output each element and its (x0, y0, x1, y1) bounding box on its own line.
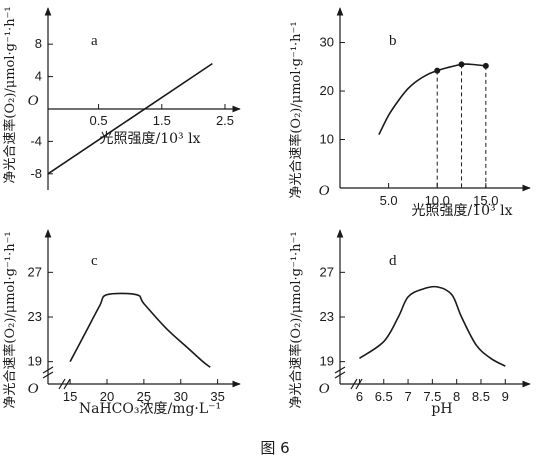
y-tick-label: 20 (320, 83, 334, 98)
x-axis-break-mark (350, 378, 358, 390)
x-axis-label: pH (431, 401, 452, 417)
x-tick-label: 25 (137, 389, 151, 404)
x-tick-label: 20 (100, 389, 114, 404)
x-tick-label: 8.5 (472, 389, 490, 404)
y-tick-label: 4 (35, 69, 42, 84)
y-tick-label: 30 (320, 35, 334, 50)
x-tick-label: 35 (210, 389, 224, 404)
x-axis-label: 光照强度/10³ lx (100, 131, 201, 147)
data-point-marker (458, 61, 465, 68)
series-line (358, 285, 506, 367)
x-axis-label: 光照强度/10³ lx (412, 203, 513, 219)
series-line (378, 63, 486, 136)
x-tick-label: 10.0 (425, 193, 450, 208)
y-axis-label: 净光合速率(O₂)/μmol·g⁻¹·h⁻¹ (2, 6, 18, 183)
origin-label: O (28, 93, 39, 109)
x-axis-label: NaHCO₃浓度/mg·L⁻¹ (79, 401, 221, 417)
x-tick-label: 15 (63, 389, 77, 404)
x-tick-label: 0.5 (90, 113, 108, 128)
x-tick-label: 30 (174, 389, 188, 404)
y-tick-label: 23 (28, 309, 42, 324)
panel-label: d (389, 253, 397, 269)
x-axis-break-mark (63, 378, 71, 390)
origin-label: O (319, 183, 330, 199)
origin-label: O (319, 381, 330, 397)
x-tick-label: 8 (453, 389, 460, 404)
y-tick-label: 27 (320, 264, 334, 279)
panel-label: c (91, 253, 98, 269)
series-line (69, 292, 211, 368)
y-axis-label: 净光合速率(O₂)/μmol·g⁻¹·h⁻¹ (288, 231, 304, 408)
data-point-marker (434, 67, 441, 74)
y-axis-label: 净光合速率(O₂)/μmol·g⁻¹·h⁻¹ (2, 231, 18, 408)
x-tick-label: 9 (502, 389, 509, 404)
y-axis-break-mark (42, 366, 54, 374)
figure-caption: 图 6 (260, 439, 289, 457)
y-tick-label: -4 (30, 133, 42, 148)
x-tick-label: 6.5 (375, 389, 393, 404)
y-axis-break-mark (42, 371, 54, 379)
y-tick-label: 8 (35, 36, 42, 51)
y-tick-label: -8 (30, 166, 42, 181)
x-tick-label: 15.0 (473, 193, 498, 208)
x-tick-label: 6 (356, 389, 363, 404)
y-tick-label: 19 (28, 354, 42, 369)
panel-d-chart: 27 23 19 6 6.5 7 7.5 8 8.5 9 Od pH 净光合速率(O₂)/μmol·g⁻… (288, 229, 531, 417)
series-line (47, 62, 213, 175)
panel-label: a (91, 33, 98, 49)
y-tick-label: 10 (320, 132, 334, 147)
x-tick-label: 1.5 (153, 113, 171, 128)
panel-label: b (389, 33, 397, 49)
y-tick-label: 23 (320, 309, 334, 324)
y-tick-label: 27 (28, 264, 42, 279)
y-axis-break-mark (334, 371, 346, 379)
panel-b-chart: 10 20 30 5.0 10.0 15.0 Ob 光照强度/10³ lx 净光合速率(O₂)/… (288, 7, 531, 219)
y-axis-break-mark (334, 366, 346, 374)
data-point-marker (482, 62, 489, 69)
y-axis-label: 净光合速率(O₂)/μmol·g⁻¹·h⁻¹ (288, 21, 304, 198)
x-tick-label: 2.5 (216, 113, 234, 128)
panel-a-chart: 8 4 -4 -8 0.5 1.5 2.5 Oa 光照强度/10³ lx 净光合速率(O₂)/μm… (2, 6, 241, 190)
y-tick-label: 19 (320, 354, 334, 369)
x-tick-label: 5.0 (380, 193, 398, 208)
panel-c-chart: 27 23 19 15 20 25 30 35 Oc NaHCO₃浓度/mg·L⁻¹ 净光合速率(O… (2, 229, 241, 417)
x-axis-break-mark (58, 378, 66, 390)
origin-label: O (28, 381, 39, 397)
x-tick-label: 7 (404, 389, 411, 404)
x-tick-label: 7.5 (423, 389, 441, 404)
